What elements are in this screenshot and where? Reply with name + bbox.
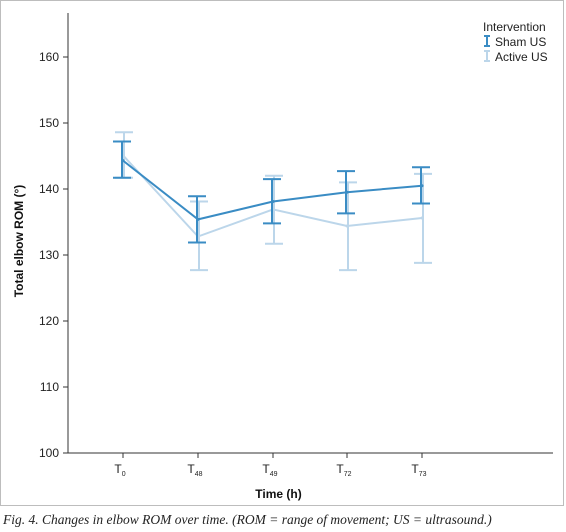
data-point (345, 190, 349, 194)
legend-item-sham-us: Sham US (484, 35, 546, 49)
y-tick-label: 110 (40, 380, 59, 394)
data-point (420, 216, 424, 220)
legend-label: Active US (495, 50, 548, 64)
x-tick-label: T73 (411, 462, 426, 478)
y-tick-label: 140 (39, 182, 59, 196)
x-tick-label: T0 (114, 462, 125, 478)
data-point (196, 217, 200, 221)
y-tick-label: 120 (39, 314, 59, 328)
x-tick-label: T72 (336, 462, 351, 478)
x-tick-label: T48 (187, 462, 202, 478)
figure-caption: Fig. 4. Changes in elbow ROM over time. … (3, 512, 492, 527)
y-tick-label: 150 (39, 116, 59, 130)
y-axis-title: Total elbow ROM (°) (12, 185, 26, 298)
series-sham-us (113, 140, 430, 244)
y-ticks: 100 110 120 130 140 150 160 (39, 50, 68, 460)
data-point (420, 184, 424, 188)
x-tick-label: T49 (262, 462, 277, 478)
x-ticks: T0 T48 T49 T72 T73 (114, 453, 427, 478)
y-tick-label: 100 (39, 446, 59, 460)
legend-label: Sham US (495, 35, 546, 49)
legend-item-active-us: Active US (484, 50, 548, 64)
data-point (121, 159, 125, 163)
x-axis-title: Time (h) (255, 487, 301, 501)
legend-title: Intervention (483, 20, 546, 34)
y-tick-label: 160 (39, 50, 59, 64)
data-point (345, 224, 349, 228)
y-tick-label: 130 (39, 248, 59, 262)
line-chart: 100 110 120 130 140 150 160 T0 T48 T49 T72 T73 Tim… (12, 13, 553, 501)
figure-frame: 100 110 120 130 140 150 160 T0 T48 T49 T72 T73 Tim… (0, 0, 564, 506)
axes (67, 13, 553, 454)
series-layer (113, 131, 432, 272)
data-point (271, 200, 275, 204)
